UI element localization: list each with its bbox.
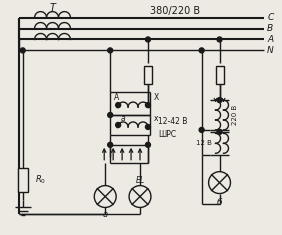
Circle shape bbox=[108, 48, 113, 53]
Circle shape bbox=[129, 186, 151, 208]
Circle shape bbox=[94, 186, 116, 208]
Text: A: A bbox=[267, 35, 273, 44]
Circle shape bbox=[146, 125, 150, 129]
Text: x: x bbox=[154, 114, 158, 123]
Text: 220 В: 220 В bbox=[232, 105, 239, 125]
Circle shape bbox=[217, 129, 222, 134]
Text: б: б bbox=[217, 198, 222, 207]
Text: EL: EL bbox=[135, 176, 145, 185]
Text: $R_0$: $R_0$ bbox=[35, 173, 46, 186]
Circle shape bbox=[108, 113, 113, 118]
Text: T: T bbox=[50, 3, 56, 13]
Circle shape bbox=[116, 122, 121, 127]
Bar bbox=[18, 168, 28, 192]
Text: a: a bbox=[103, 210, 108, 219]
Circle shape bbox=[217, 37, 222, 42]
Circle shape bbox=[146, 37, 150, 42]
Bar bbox=[144, 66, 152, 84]
Bar bbox=[215, 66, 224, 84]
Text: X: X bbox=[153, 93, 158, 102]
Text: 12-42 В: 12-42 В bbox=[158, 118, 187, 126]
Text: 12 В: 12 В bbox=[196, 140, 212, 146]
Text: a: a bbox=[121, 114, 125, 123]
Text: B: B bbox=[267, 24, 273, 33]
Circle shape bbox=[108, 142, 113, 147]
Text: 380/220 B: 380/220 B bbox=[150, 6, 200, 16]
Text: C: C bbox=[267, 13, 274, 22]
Circle shape bbox=[199, 127, 204, 132]
Circle shape bbox=[146, 142, 150, 147]
Text: ШРС: ШРС bbox=[158, 130, 176, 139]
Circle shape bbox=[209, 172, 230, 194]
Text: A: A bbox=[114, 93, 119, 102]
Circle shape bbox=[20, 48, 25, 53]
Text: N: N bbox=[267, 46, 274, 55]
Circle shape bbox=[146, 103, 150, 108]
Circle shape bbox=[217, 98, 222, 103]
Circle shape bbox=[199, 48, 204, 53]
Circle shape bbox=[116, 103, 121, 108]
